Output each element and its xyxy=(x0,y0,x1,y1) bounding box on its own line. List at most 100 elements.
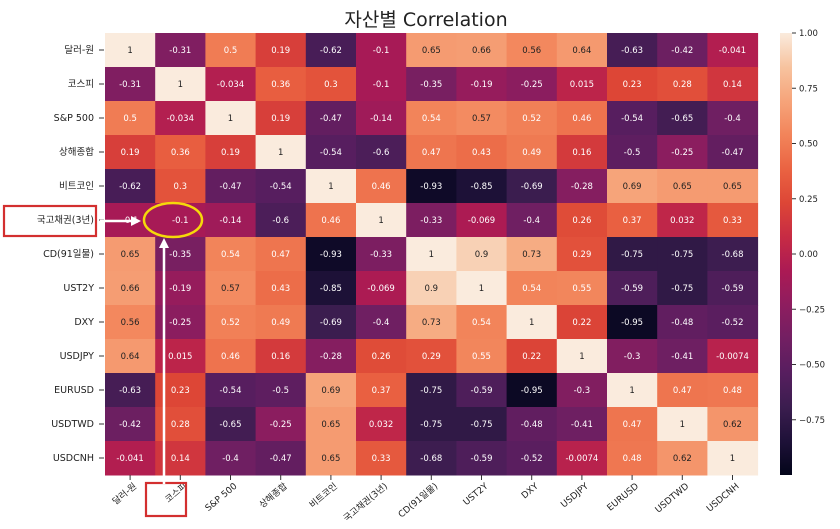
heatmap-cell xyxy=(305,373,357,408)
cell-value-label: -0.1 xyxy=(373,80,390,90)
heatmap-cell xyxy=(255,441,307,476)
heatmap-cell xyxy=(556,305,608,340)
cell-value-label: -0.069 xyxy=(367,284,394,294)
column-label: CD(91일물) xyxy=(396,481,440,520)
cell-value-label: 0.65 xyxy=(321,420,340,430)
row-label: 코스피 xyxy=(68,79,94,90)
cell-value-label: 0.28 xyxy=(673,80,692,90)
cell-value-label: -0.75 xyxy=(671,284,693,294)
heatmap-cell xyxy=(657,169,708,204)
column-arrow-head xyxy=(159,238,169,248)
cell-value-label: 0.23 xyxy=(623,80,642,90)
row-label: DXY xyxy=(74,317,94,328)
heatmap-cell xyxy=(707,407,759,442)
heatmap-cell xyxy=(205,169,257,204)
cell-value-label: 0.62 xyxy=(723,420,742,430)
cell-value-label: -0.41 xyxy=(571,420,593,430)
cell-value-label: 0.37 xyxy=(372,386,391,396)
heatmap-cell xyxy=(506,203,558,238)
cell-value-label: -0.59 xyxy=(471,454,493,464)
cell-value-label: -0.19 xyxy=(471,80,493,90)
cell-value-label: -0.52 xyxy=(521,454,543,464)
cell-value-label: 0.19 xyxy=(221,148,240,158)
cell-value-label: -0.0074 xyxy=(716,352,749,362)
cell-value-label: -0.25 xyxy=(270,420,292,430)
cell-value-label: 0.015 xyxy=(570,80,594,90)
heatmap-cell xyxy=(556,441,608,476)
cell-value-label: -0.14 xyxy=(220,216,242,226)
cell-value-label: -0.28 xyxy=(320,352,342,362)
cell-value-label: -0.069 xyxy=(468,216,495,226)
heatmap-cell xyxy=(356,101,407,136)
cell-value-label: -0.65 xyxy=(220,420,242,430)
colorbar-tick-label: 0.75 xyxy=(799,84,818,94)
cell-value-label: -0.85 xyxy=(471,182,493,192)
heatmap-cell xyxy=(205,441,257,476)
heatmap-cell xyxy=(556,339,608,374)
cell-value-label: 0.69 xyxy=(321,386,340,396)
cell-value-label: 1 xyxy=(579,352,584,362)
cell-value-label: 0.47 xyxy=(623,420,642,430)
cell-value-label: -0.25 xyxy=(169,318,191,328)
cell-value-label: 0.54 xyxy=(221,250,240,260)
cell-value-label: -0.59 xyxy=(621,284,643,294)
row-label: 비트코인 xyxy=(59,181,94,192)
heatmap-cell xyxy=(506,237,558,272)
cell-value-label: 0.65 xyxy=(723,182,742,192)
colorbar-tick-label: −0.50 xyxy=(799,361,825,371)
cell-value-label: -0.4 xyxy=(724,114,741,124)
heatmap-cell xyxy=(356,339,407,374)
cell-value-label: -0.47 xyxy=(320,114,342,124)
heatmap-cell xyxy=(105,101,156,136)
cell-value-label: -0.31 xyxy=(169,46,191,56)
heatmap-cell xyxy=(205,373,257,408)
heatmap-cell xyxy=(657,135,708,170)
column-label: 상해종합 xyxy=(257,481,289,511)
heatmap-cell xyxy=(657,203,708,238)
cell-value-label: -0.034 xyxy=(217,80,244,90)
cell-value-label: 0.46 xyxy=(221,352,240,362)
cell-value-label: -0.68 xyxy=(420,454,442,464)
heatmap-cell xyxy=(105,237,156,272)
heatmap-cell xyxy=(305,441,357,476)
heatmap-cell xyxy=(607,305,658,340)
column-label: 국고채권(3년) xyxy=(341,480,390,524)
cell-value-label: 0.19 xyxy=(271,46,290,56)
heatmap-cell xyxy=(255,135,307,170)
heatmap-cell xyxy=(205,33,257,68)
heatmap-cell xyxy=(356,33,407,68)
cell-value-label: -0.4 xyxy=(222,454,239,464)
heatmap-cell xyxy=(607,271,658,306)
heatmap-cell xyxy=(406,135,457,170)
cell-value-label: 0.47 xyxy=(422,148,441,158)
heatmap-cell xyxy=(255,373,307,408)
cell-value-label: 0.032 xyxy=(670,216,694,226)
cell-value-label: 0.22 xyxy=(572,318,591,328)
heatmap-cell xyxy=(456,305,508,340)
heatmap-cell xyxy=(406,305,457,340)
heatmap-cell xyxy=(105,441,156,476)
heatmap-cell xyxy=(707,135,759,170)
column-label: USDTWD xyxy=(654,482,692,516)
heatmap-cell xyxy=(657,373,708,408)
cell-value-label: 0.23 xyxy=(171,386,190,396)
cell-value-label: 0.73 xyxy=(522,250,541,260)
cell-value-label: 0.56 xyxy=(121,318,140,328)
heatmap-cell xyxy=(707,237,759,272)
heatmap-cell xyxy=(406,373,457,408)
cell-value-label: 0.37 xyxy=(623,216,642,226)
cell-value-label: -0.54 xyxy=(220,386,242,396)
heatmap-cell xyxy=(105,373,156,408)
heatmap-cell xyxy=(607,237,658,272)
heatmap-cell xyxy=(205,203,257,238)
heatmap-cell xyxy=(305,101,357,136)
cell-value-label: -0.5 xyxy=(624,148,641,158)
cell-value-label: 0.66 xyxy=(121,284,140,294)
heatmap-cell xyxy=(607,203,658,238)
cell-value-label: 0.19 xyxy=(121,148,140,158)
heatmap-cell xyxy=(506,33,558,68)
column-label: EURUSD xyxy=(606,482,641,514)
cell-value-label: 0.52 xyxy=(221,318,240,328)
heatmap-cell xyxy=(356,169,407,204)
